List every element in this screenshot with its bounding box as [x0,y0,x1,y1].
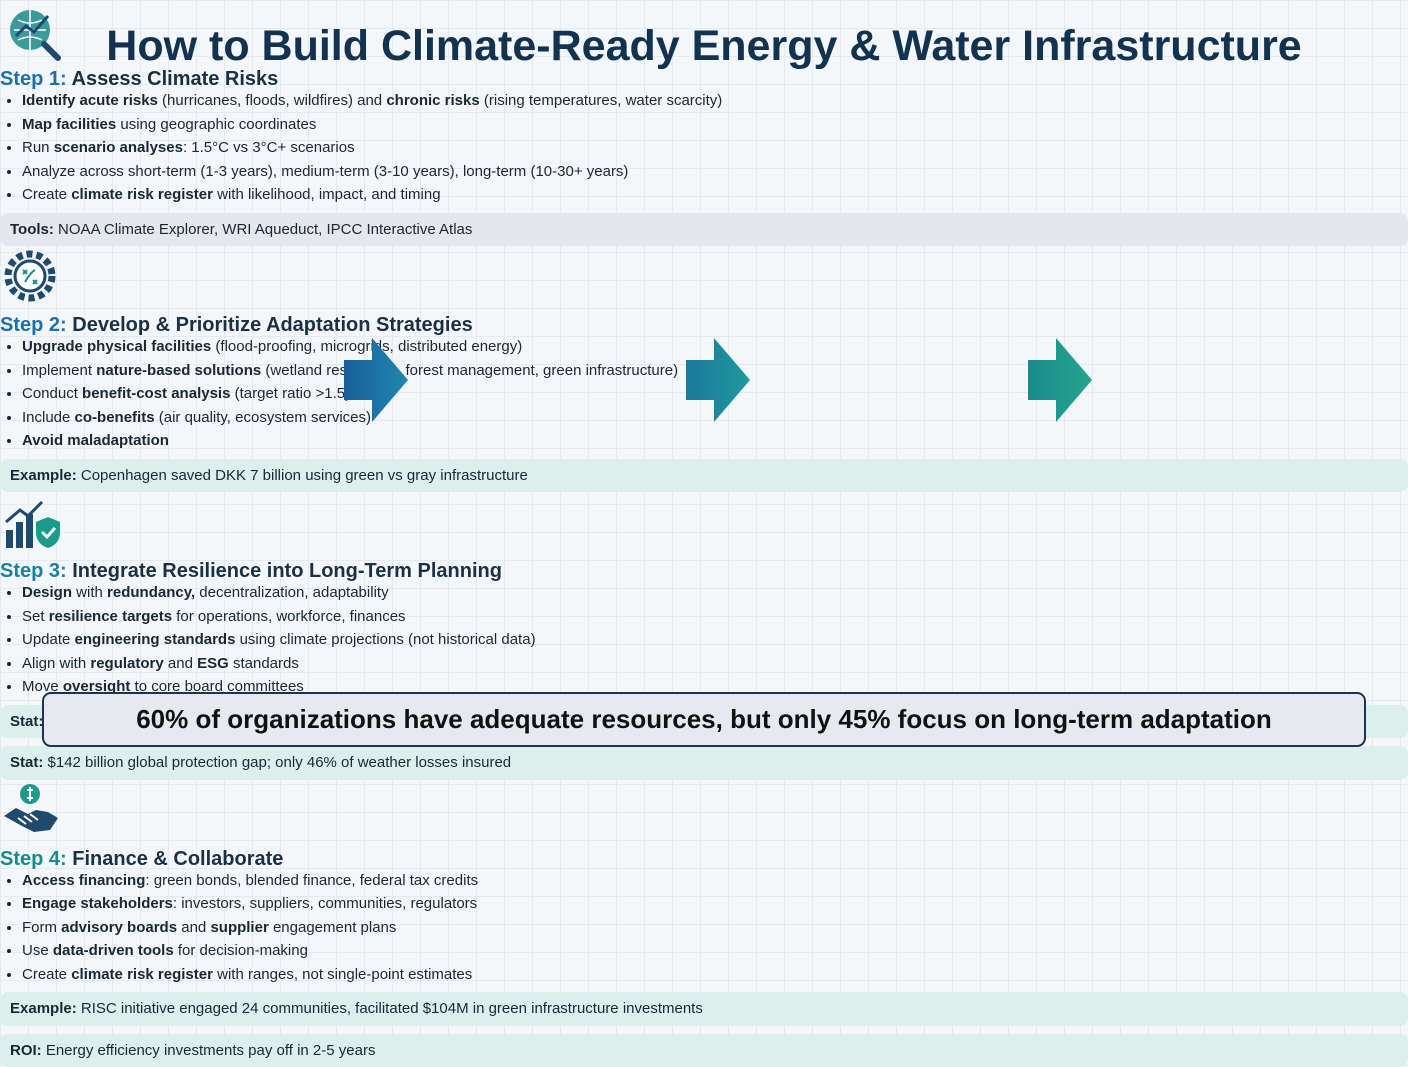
bold-run: Example: [10,1000,77,1017]
bullet: Create climate risk register with ranges… [22,965,1408,985]
text-run: with ranges, not single-point estimates [213,966,472,983]
bold-run: ROI: [10,1042,42,1059]
arrow [1028,338,1092,422]
text-run: Form [22,919,61,936]
bullet: Access financing: green bonds, blended f… [22,871,1408,891]
bold-run: advisory boards [61,919,177,936]
step-header: Step 4: Finance & Collaborate [0,780,1408,871]
arrows [0,0,1408,768]
bullet-list: Access financing: green bonds, blended f… [0,871,1408,985]
step-heading: Step 4: Finance & Collaborate [0,847,1408,871]
text-run: for decision-making [174,942,308,959]
text-run: RISC initiative engaged 24 communities, … [77,1000,703,1017]
page: How to Build Climate-Ready Energy & Wate… [0,0,1408,768]
step-icon [0,780,62,842]
summary-banner: 60% of organizations have adequate resou… [42,692,1366,747]
arrow [344,338,408,422]
text-run: Use [22,942,53,959]
note-box: Example: RISC initiative engaged 24 comm… [0,992,1408,1026]
arrow [686,338,750,422]
note-box: ROI: Energy efficiency investments pay o… [0,1034,1408,1067]
text-run: : investors, suppliers, communities, reg… [173,895,477,912]
bold-run: climate risk register [71,966,213,983]
text-run: : green bonds, blended finance, federal … [145,872,478,889]
text-run: engagement plans [269,919,397,936]
step-title: Finance & Collaborate [72,848,283,870]
text-run: and [177,919,210,936]
bullet: Use data-driven tools for decision-makin… [22,941,1408,961]
bold-run: Access financing [22,872,145,889]
bullet: Form advisory boards and supplier engage… [22,918,1408,938]
text-run: Energy efficiency investments pay off in… [42,1042,376,1059]
bullet: Engage stakeholders: investors, supplier… [22,894,1408,914]
step-card: Step 4: Finance & CollaborateAccess fina… [0,780,1408,1067]
bold-run: Engage stakeholders [22,895,173,912]
bold-run: data-driven tools [53,942,174,959]
bold-run: supplier [210,919,268,936]
step-label: Step 4: [0,848,67,870]
summary-text: 60% of organizations have adequate resou… [136,704,1272,735]
text-run: Create [22,966,71,983]
